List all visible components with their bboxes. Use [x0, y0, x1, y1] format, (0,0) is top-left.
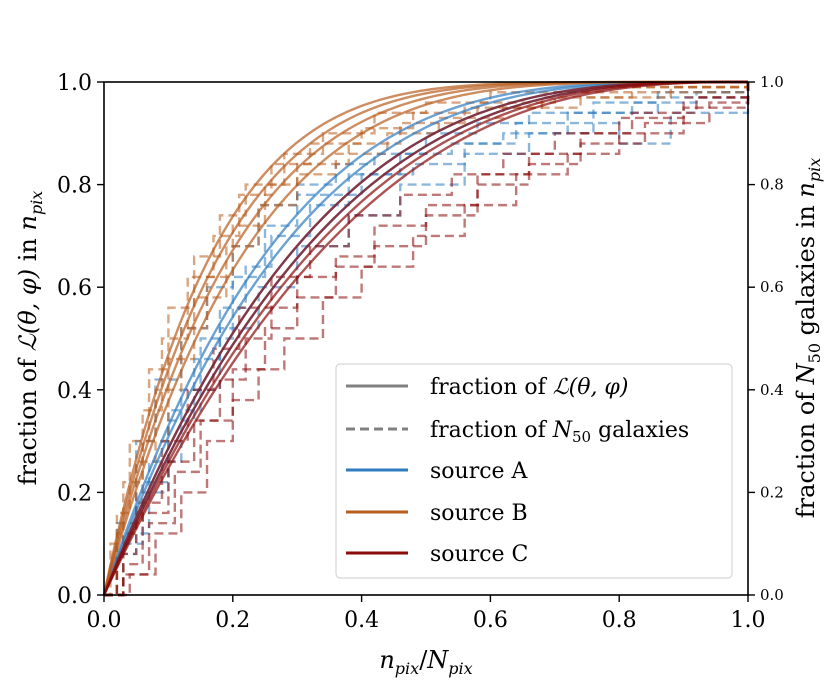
y-tick-label-left: 0.4 — [57, 379, 92, 404]
x-tick-label: 0.6 — [473, 608, 508, 633]
x-tick-label: 0.2 — [215, 608, 250, 633]
x-tick-label: 0.4 — [344, 608, 379, 633]
y-tick-label-right: 0.2 — [760, 483, 784, 501]
y-axis-label-right: fraction of N50 galaxies in npix — [792, 158, 824, 519]
legend-box — [335, 363, 733, 579]
y-tick-label-right: 0.6 — [760, 278, 784, 296]
legend-label-source-a: source A — [430, 459, 529, 484]
plot-frame — [103, 81, 749, 596]
legend-label-source-b: source B — [430, 501, 528, 526]
y-tick-label-left: 1.0 — [57, 71, 92, 96]
legend-label-likelihood: fraction of ℒ(θ, φ) — [430, 375, 628, 400]
legend-label-galaxies: fraction of N50 galaxies — [430, 418, 689, 446]
y-tick-label-right: 0.8 — [760, 176, 784, 194]
x-tick-label: 0.8 — [602, 608, 637, 633]
galaxy-step-curve-source-b — [104, 82, 750, 597]
likelihood-curve-source-c — [102, 80, 748, 596]
y-tick-label-left: 0.0 — [57, 584, 92, 609]
galaxy-step-curve-source-b — [104, 82, 750, 597]
y-tick-label-left: 0.2 — [57, 481, 92, 506]
x-tick-label: 1.0 — [731, 608, 766, 633]
galaxy-step-curve-source-b — [104, 82, 750, 597]
galaxy-step-curve-source-c — [104, 82, 750, 597]
x-axis-label: npix/Npix — [379, 646, 472, 678]
x-tick-label: 0.0 — [87, 608, 122, 633]
y-tick-label-right: 1.0 — [760, 73, 784, 91]
y-axis-label-left: fraction of ℒ(θ, φ) in npix — [14, 191, 46, 486]
y-tick-label-left: 0.6 — [57, 276, 92, 301]
legend-label-source-c: source C — [430, 542, 528, 567]
galaxy-step-curve-source-c — [104, 82, 750, 597]
y-tick-label-left: 0.8 — [57, 174, 92, 199]
ticks-layer: 0.0 0.2 0.4 0.6 0.8 1.0 0.0 0.2 0.4 0.6 0.8 1.0 0.0 0… — [57, 71, 784, 633]
y-tick-label-right: 0.0 — [760, 586, 784, 604]
y-tick-label-right: 0.4 — [760, 381, 784, 399]
legend: fraction of ℒ(θ, φ) fraction of N50 gala… — [335, 363, 733, 579]
